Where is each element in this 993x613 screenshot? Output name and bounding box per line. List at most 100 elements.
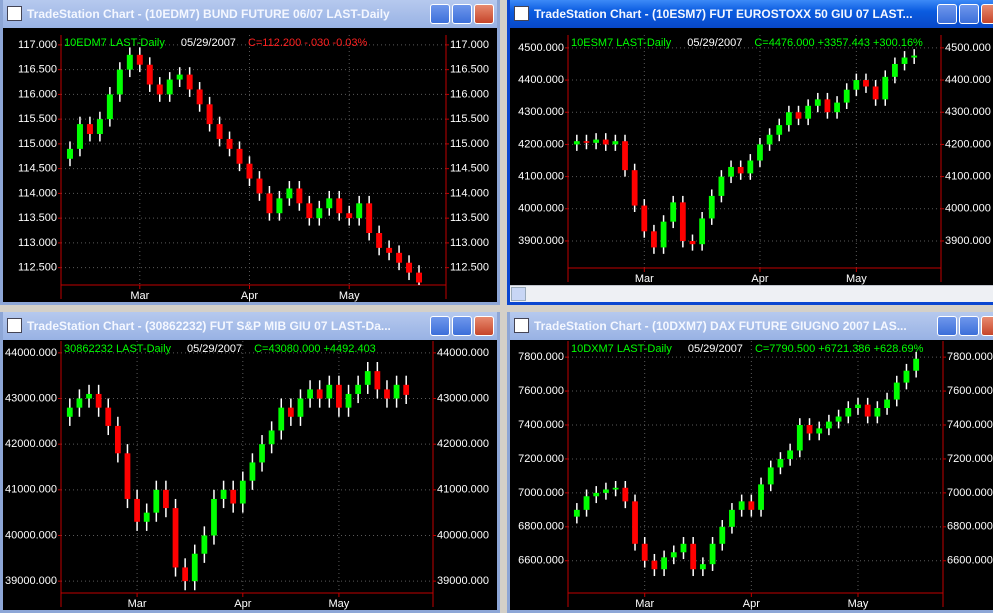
y-tick-label: 115.500 xyxy=(18,113,57,125)
maximize-button[interactable] xyxy=(959,4,979,24)
candle-body xyxy=(356,203,363,219)
candle-body xyxy=(680,543,687,553)
candle-body xyxy=(583,141,590,143)
candle-body xyxy=(146,64,153,85)
candle-body xyxy=(276,198,283,214)
candle-body xyxy=(386,247,393,253)
y-tick-label: 7600.000 xyxy=(947,385,993,397)
candle-body xyxy=(689,240,696,245)
candle-body xyxy=(143,512,150,522)
close-button[interactable] xyxy=(474,4,494,24)
candle-body xyxy=(593,139,599,143)
candle-body xyxy=(268,430,275,445)
minimize-button[interactable] xyxy=(430,4,450,24)
candle-body xyxy=(825,421,832,429)
y-tick-label: 4300.000 xyxy=(518,106,564,118)
candle-body xyxy=(747,160,754,174)
candle-body xyxy=(776,125,783,135)
x-tick-label: May xyxy=(848,598,869,610)
candle-body xyxy=(216,124,223,139)
title-bar: TradeStation Chart - (10DXM7) DAX FUTURE… xyxy=(510,312,993,340)
chart-window: TradeStation Chart - (10EDM7) BUND FUTUR… xyxy=(0,0,500,305)
y-tick-label: 4200.000 xyxy=(518,138,564,150)
y-tick-label: 4100.000 xyxy=(518,171,564,183)
candle-body xyxy=(892,63,898,77)
candle-body xyxy=(182,567,189,582)
candle-body xyxy=(573,509,580,517)
y-tick-label: 6800.000 xyxy=(947,521,993,533)
candle-body xyxy=(406,262,413,273)
candle-body xyxy=(86,124,93,135)
y-tick-label: 116.500 xyxy=(18,64,57,76)
candle-body xyxy=(834,102,840,113)
minimize-button[interactable] xyxy=(937,316,957,336)
candle-body xyxy=(266,193,273,214)
candle-body xyxy=(105,407,112,426)
y-tick-label: 4000.000 xyxy=(945,203,991,215)
y-tick-label: 4400.000 xyxy=(945,74,991,86)
candle-body xyxy=(286,188,293,199)
y-tick-label: 39000.000 xyxy=(437,575,489,587)
y-tick-label: 41000.000 xyxy=(437,484,489,496)
y-tick-label: 7800.000 xyxy=(947,351,993,363)
y-tick-label: 3900.000 xyxy=(518,235,564,247)
y-tick-label: 40000.000 xyxy=(437,529,489,541)
x-tick-label: Mar xyxy=(130,290,149,302)
header-symbol: 10ESM7 LAST-Daily xyxy=(571,37,672,49)
close-button[interactable] xyxy=(474,316,494,336)
candle-body xyxy=(699,564,706,570)
candle-body xyxy=(728,166,734,177)
candle-body xyxy=(622,141,628,171)
candle-body xyxy=(186,74,193,90)
y-tick-label: 4400.000 xyxy=(518,74,564,86)
candle-body xyxy=(316,389,323,399)
candle-body xyxy=(718,176,725,196)
chart-window: TradeStation Chart - (10ESM7) FUT EUROST… xyxy=(507,0,993,305)
y-tick-label: 116.500 xyxy=(450,64,489,76)
maximize-button[interactable] xyxy=(959,316,979,336)
close-button[interactable] xyxy=(981,316,993,336)
candle-body xyxy=(679,202,686,241)
candle-body xyxy=(631,170,638,206)
header-date: 05/29/2007 xyxy=(181,37,236,49)
candle-body xyxy=(364,371,371,385)
candle-body xyxy=(796,425,803,451)
minimize-button[interactable] xyxy=(937,4,957,24)
maximize-button[interactable] xyxy=(452,316,472,336)
candle-body xyxy=(206,104,213,125)
candle-body xyxy=(345,393,352,408)
y-tick-label: 115.500 xyxy=(450,113,489,125)
horizontal-scrollbar[interactable] xyxy=(510,285,993,302)
candle-body xyxy=(622,487,629,502)
scroll-left-arrow[interactable] xyxy=(511,287,526,301)
candle-body xyxy=(134,498,140,522)
candle-body xyxy=(651,231,657,248)
candle-body xyxy=(806,425,813,434)
close-button[interactable] xyxy=(981,4,993,24)
candle-body xyxy=(893,382,900,400)
candle-body xyxy=(384,389,390,399)
candle-body xyxy=(816,428,823,434)
candle-body xyxy=(670,202,677,222)
window-title: TradeStation Chart - (10EDM7) BUND FUTUR… xyxy=(27,7,390,21)
y-tick-label: 7800.000 xyxy=(518,351,564,363)
candle-body xyxy=(603,489,609,493)
window-icon xyxy=(7,318,22,333)
candle-body xyxy=(766,134,773,145)
header-symbol: 10EDM7 LAST-Daily xyxy=(64,37,165,49)
candle-body xyxy=(316,208,323,219)
x-tick-label: May xyxy=(329,598,350,610)
window-icon xyxy=(7,6,22,21)
window-icon xyxy=(514,6,529,21)
candle-body xyxy=(116,69,123,95)
candle-body xyxy=(396,252,403,263)
y-tick-label: 44000.000 xyxy=(437,347,489,359)
candle-body xyxy=(699,218,706,245)
minimize-button[interactable] xyxy=(430,316,450,336)
y-tick-label: 113.500 xyxy=(450,212,489,224)
maximize-button[interactable] xyxy=(452,4,472,24)
candle-body xyxy=(66,148,73,159)
y-tick-label: 112.500 xyxy=(450,262,489,274)
title-bar: TradeStation Chart - (10EDM7) BUND FUTUR… xyxy=(3,0,497,28)
